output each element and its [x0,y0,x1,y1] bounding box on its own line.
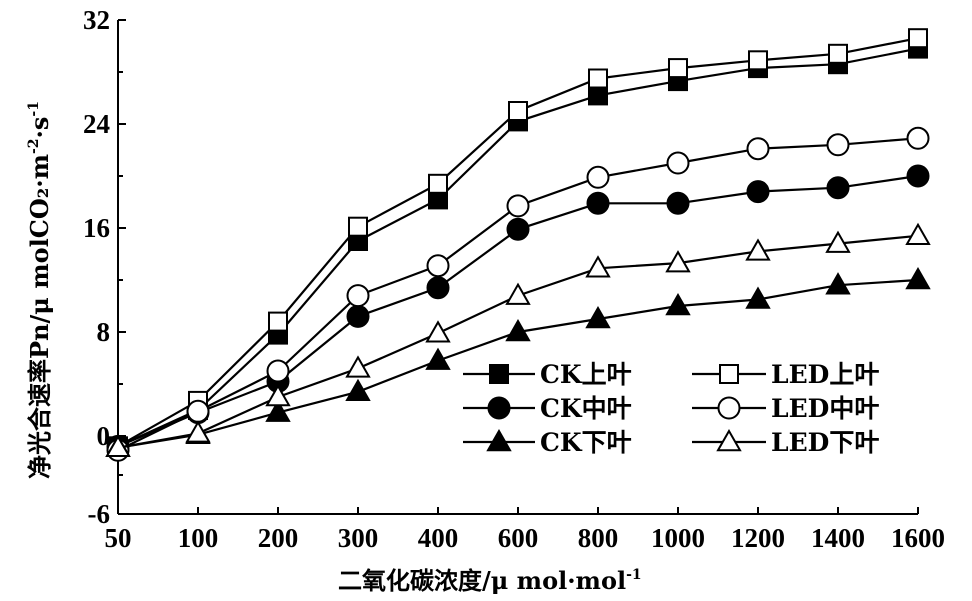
legend-marker [486,428,512,452]
data-point [746,180,770,204]
data-point [906,164,930,188]
legend-marker [489,364,509,384]
legend-label: CK下叶 [540,428,632,457]
data-point [506,194,530,218]
data-point [666,191,690,215]
legend-label: LED中叶 [771,394,879,423]
data-point [586,165,610,189]
data-point [585,305,611,329]
x-tick-label: 1000 [651,523,705,553]
data-point [826,133,850,157]
y-tick-label: 8 [97,317,111,347]
data-point [745,238,771,261]
data-point [825,230,851,253]
legend: CK上叶 LED上叶 CK中叶 LED中叶 CK下叶 LED下叶 [463,360,879,457]
data-point [185,420,211,443]
data-point [668,58,688,79]
y-tick-group: -6 0 8 16 24 32 [83,5,126,529]
data-point [588,85,608,106]
legend-item: LED上叶 [692,360,879,389]
data-point [105,434,131,457]
x-tick-label: 1600 [891,523,945,553]
data-point [586,191,610,215]
data-point [346,284,370,308]
x-tick-label: 50 [105,523,132,553]
legend-marker [717,396,741,420]
data-point [828,43,848,64]
data-point [505,318,531,342]
data-point [345,378,371,402]
data-point [665,292,691,316]
legend-item: CK中叶 [463,394,632,423]
data-point [508,101,528,121]
data-point [345,355,371,378]
y-axis-title: 净光合速率Pn/μ molCO₂·m-2·s-1 [25,101,54,479]
legend-label: CK中叶 [540,394,632,423]
data-point [826,176,850,200]
legend-label: LED下叶 [771,428,879,457]
y-tick-label: 32 [83,5,110,35]
data-point [906,126,930,150]
data-point [268,311,288,332]
series-6 [105,222,931,457]
series-5 [105,266,931,457]
data-point [588,68,608,89]
data-point [905,266,931,290]
data-point [505,282,531,305]
legend-label: LED上叶 [771,360,879,389]
legend-item: CK下叶 [463,428,632,457]
data-point [425,320,451,343]
data-point [746,137,770,161]
y-tick-label: 16 [83,213,110,243]
legend-item: LED中叶 [692,394,879,423]
data-point [425,347,451,370]
legend-item: CK上叶 [463,360,632,389]
x-axis-title: 二氧化碳浓度/μ mol·mol-1 [338,566,642,595]
legend-item: LED下叶 [692,428,879,457]
data-point [748,50,768,71]
x-tick-label: 1400 [811,523,865,553]
legend-label: CK上叶 [540,360,632,389]
data-point [428,173,448,194]
data-point [265,383,291,407]
x-tick-label: 1200 [731,523,785,553]
data-point [665,250,691,273]
data-point [426,254,450,278]
data-point [666,151,690,175]
data-point [905,222,931,246]
x-tick-label: 400 [418,523,459,553]
x-tick-label: 600 [498,523,539,553]
legend-marker [487,396,511,420]
y-tick-label: 24 [83,109,110,139]
data-point [585,255,611,278]
x-tick-group: 50 100 200 300 400 600 800 1000 1200 1400 1600 [105,507,945,553]
y-tick-label: -6 [88,499,111,529]
legend-marker [719,364,739,384]
x-tick-label: 200 [258,523,299,553]
data-point [908,28,928,49]
series-2 [108,28,928,457]
x-tick-label: 300 [338,523,379,553]
series-layer [105,28,931,462]
legend-marker [716,428,742,452]
data-point [266,359,290,383]
y-tick-label: 0 [97,421,111,451]
x-tick-label: 800 [578,523,619,553]
data-point [186,399,210,423]
data-point [346,304,370,328]
data-point [426,276,450,300]
x-tick-label: 100 [178,523,219,553]
data-point [745,286,771,309]
data-point [348,216,368,237]
data-point [825,272,851,295]
data-point [506,217,530,241]
data-point [265,399,291,422]
